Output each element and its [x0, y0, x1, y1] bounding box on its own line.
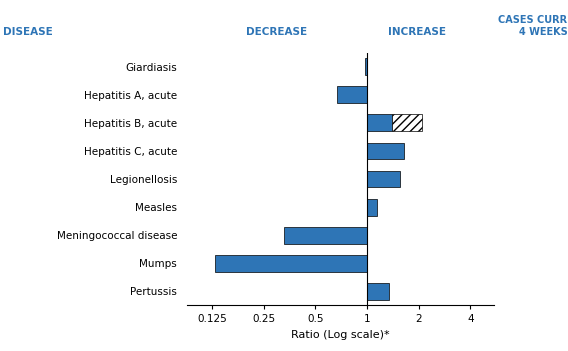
- Bar: [367, 199, 378, 216]
- Text: CASES CURRENT
4 WEEKS: CASES CURRENT 4 WEEKS: [498, 15, 568, 38]
- Bar: [392, 114, 423, 131]
- Bar: [367, 171, 400, 187]
- X-axis label: Ratio (Log scale)*: Ratio (Log scale)*: [291, 330, 390, 340]
- Bar: [285, 227, 367, 244]
- Bar: [215, 255, 367, 272]
- Bar: [337, 86, 367, 103]
- Bar: [367, 143, 404, 159]
- Text: INCREASE: INCREASE: [389, 27, 446, 38]
- Text: DECREASE: DECREASE: [246, 27, 307, 38]
- Text: DISEASE: DISEASE: [3, 27, 53, 38]
- Bar: [367, 283, 390, 300]
- Bar: [367, 114, 392, 131]
- Bar: [365, 58, 367, 75]
